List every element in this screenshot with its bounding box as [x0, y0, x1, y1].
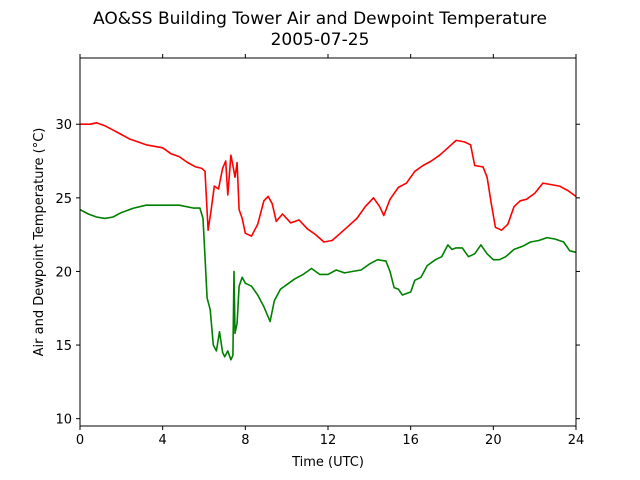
y-axis: 10 15 20 25 30	[55, 118, 580, 428]
x-tick-label: 0	[76, 433, 84, 448]
series-line-0	[80, 122, 577, 243]
x-tick-label: 8	[241, 433, 249, 448]
y-axis-label: Air and Dewpoint Temperature (°C)	[32, 128, 47, 357]
y-tick-label: 10	[55, 413, 72, 428]
x-tick-label: 16	[402, 433, 419, 448]
x-axis-label: Time (UTC)	[291, 455, 364, 470]
x-tick-label: 20	[485, 433, 502, 448]
series-layer	[79, 122, 577, 361]
chart-title: AO&SS Building Tower Air and Dewpoint Te…	[93, 9, 547, 29]
y-tick-label: 20	[55, 265, 72, 280]
x-tick-label: 4	[159, 433, 167, 448]
y-tick-label: 30	[55, 118, 72, 133]
x-tick-label: 12	[320, 433, 337, 448]
x-tick-label: 24	[568, 433, 585, 448]
y-tick-label: 25	[55, 192, 72, 207]
y-tick-label: 15	[55, 339, 72, 354]
x-axis: 0 4 8 12 16 20 24	[76, 54, 584, 448]
chart-subtitle: 2005-07-25	[271, 30, 370, 50]
series-line-1	[79, 204, 577, 361]
